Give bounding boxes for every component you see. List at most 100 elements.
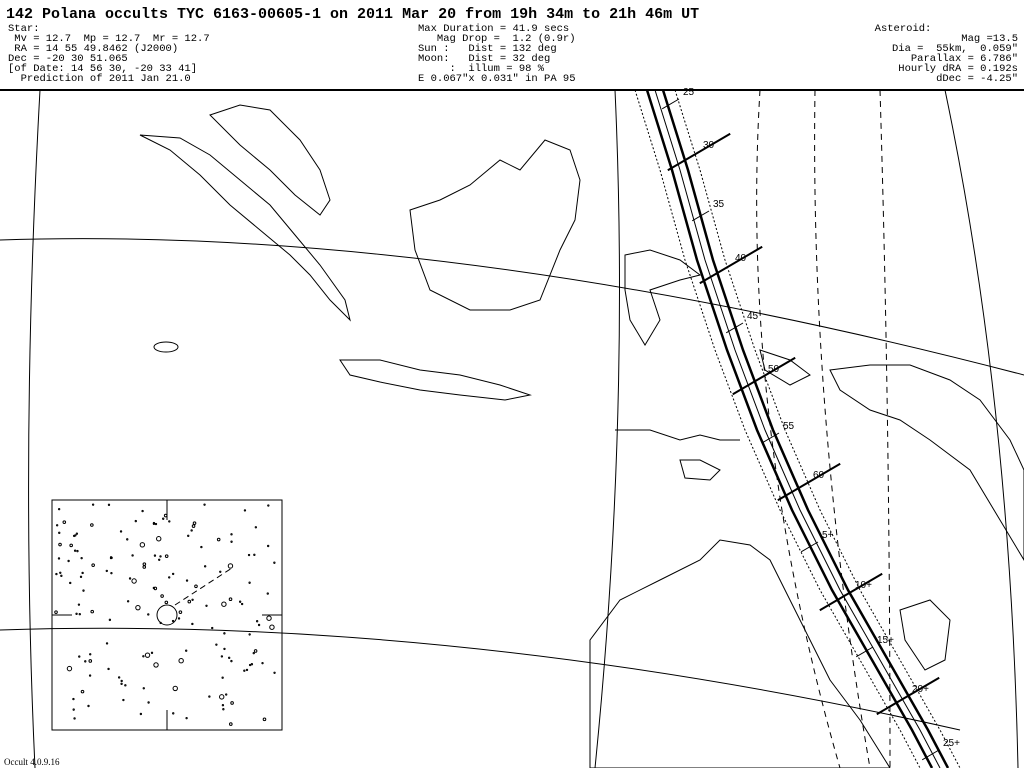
star	[240, 602, 244, 606]
star	[252, 651, 255, 655]
star-info: [of Date: 14 56 30, -20 33 41]	[8, 63, 197, 75]
star	[178, 610, 183, 614]
star	[192, 521, 197, 525]
star	[220, 655, 224, 658]
outer-limit	[814, 89, 871, 768]
asteroid-info: Mag =13.5	[961, 33, 1018, 45]
time-label: 55	[783, 421, 795, 432]
asteroid-info: dDec = -4.25"	[936, 73, 1018, 85]
star	[160, 594, 164, 598]
star-info: RA = 14 55 49.8462 (J2000)	[8, 43, 178, 55]
asteroid-info: Dia = 55km, 0.059"	[892, 43, 1018, 55]
star	[147, 613, 150, 616]
star	[110, 571, 113, 575]
star	[243, 669, 246, 672]
asteroid-info: Hourly dRA = 0.192s	[898, 63, 1018, 75]
star	[248, 581, 251, 584]
star	[108, 618, 112, 622]
star	[224, 693, 228, 696]
time-tick	[855, 646, 874, 658]
star	[122, 698, 125, 702]
star	[219, 570, 222, 574]
star	[105, 642, 109, 645]
star	[221, 601, 227, 607]
star-info: Mv = 12.7 Mp = 12.7 Mr = 12.7	[8, 33, 210, 45]
star	[73, 549, 77, 552]
time-tick	[725, 322, 744, 334]
star	[80, 689, 85, 694]
star	[142, 565, 147, 569]
star	[66, 665, 73, 672]
star	[90, 609, 95, 614]
star	[88, 659, 93, 663]
star	[153, 662, 159, 668]
event-info: Mag Drop = 1.2 (0.9r)	[418, 33, 576, 45]
star	[171, 572, 175, 576]
star	[238, 600, 242, 603]
star	[248, 633, 251, 636]
star	[191, 622, 194, 626]
sigma-limit	[634, 89, 921, 768]
star	[159, 621, 162, 625]
star	[153, 554, 157, 557]
star	[144, 652, 151, 658]
star	[78, 655, 81, 658]
star	[142, 562, 147, 566]
sigma-limit	[674, 89, 961, 768]
event-info: Max Duration = 41.9 secs	[418, 23, 569, 35]
star	[55, 524, 59, 527]
asteroid-info: Asteroid:	[875, 23, 932, 35]
star	[227, 563, 234, 569]
star	[185, 716, 188, 720]
star	[135, 604, 141, 611]
star	[200, 545, 203, 549]
star	[172, 712, 175, 715]
time-label: 50	[768, 364, 780, 375]
star	[168, 520, 171, 523]
star	[134, 519, 137, 523]
star	[158, 558, 161, 561]
star	[62, 520, 67, 524]
star	[69, 581, 72, 585]
time-tick	[761, 432, 780, 444]
time-label: 25+	[943, 738, 960, 749]
shadow-path: 25 30 35 40 45 50 55 60 5+ 10+ 15+ 20+ 25+	[634, 87, 961, 768]
star	[89, 653, 92, 656]
star	[60, 574, 63, 578]
star	[141, 509, 144, 513]
star	[215, 643, 218, 646]
star	[208, 695, 211, 698]
star	[177, 617, 181, 620]
event-info: Moon: Dist = 32 deg	[418, 53, 550, 65]
star	[261, 661, 264, 665]
star	[247, 553, 251, 557]
star	[243, 509, 247, 512]
star	[221, 703, 225, 707]
star	[257, 623, 261, 627]
star	[248, 663, 252, 667]
star	[168, 576, 171, 579]
time-label: 45	[747, 311, 759, 322]
outer-limit	[756, 89, 841, 768]
star	[203, 503, 206, 506]
star	[72, 697, 75, 701]
star	[163, 513, 168, 518]
star	[54, 610, 58, 614]
star	[107, 667, 110, 671]
star	[154, 522, 158, 526]
title: 142 Polana occults TYC 6163-00605-1 on 2…	[6, 6, 699, 23]
star	[254, 526, 258, 529]
star	[139, 712, 143, 716]
star	[142, 655, 145, 658]
time-tick	[667, 132, 731, 172]
star	[194, 584, 198, 589]
star	[131, 554, 134, 557]
star	[72, 708, 75, 711]
star	[87, 704, 90, 708]
star	[88, 674, 92, 677]
star	[229, 722, 233, 726]
time-label: 25	[683, 87, 695, 98]
star	[221, 676, 224, 679]
star	[203, 565, 207, 568]
